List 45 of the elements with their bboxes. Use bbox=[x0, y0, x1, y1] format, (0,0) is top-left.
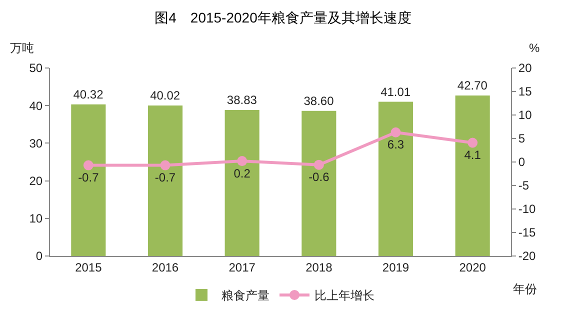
y-axis-title: 万吨 bbox=[10, 41, 34, 55]
point bbox=[83, 160, 94, 170]
y-tick-label: 20 bbox=[29, 174, 43, 188]
data-label: 4.1 bbox=[464, 148, 482, 162]
y2-tick-label: -20 bbox=[518, 249, 536, 264]
point bbox=[160, 160, 170, 170]
y-tick-label: 10 bbox=[29, 212, 43, 226]
y2-tick-label: -10 bbox=[518, 202, 536, 216]
y2-tick-label: 20 bbox=[518, 61, 532, 76]
x-tick-label: 2019 bbox=[382, 260, 410, 274]
data-label: 42.70 bbox=[457, 78, 488, 92]
x-tick-label: 2017 bbox=[228, 260, 256, 274]
data-label: 40.02 bbox=[150, 88, 180, 103]
data-label: -0.7 bbox=[78, 170, 100, 185]
y2-tick-label: 15 bbox=[518, 84, 532, 99]
x-tick-label: 2016 bbox=[152, 260, 179, 274]
point bbox=[390, 127, 401, 138]
y-tick-label: 40 bbox=[29, 98, 43, 113]
y2-tick-label: 0 bbox=[518, 155, 526, 170]
data-label: 0.2 bbox=[234, 166, 251, 180]
y2-tick-label: 5 bbox=[518, 132, 526, 146]
point bbox=[314, 160, 324, 170]
x-tick-label: 2020 bbox=[459, 260, 486, 274]
legend-label: 比上年增长 bbox=[314, 288, 374, 303]
data-label: -0.7 bbox=[154, 170, 176, 185]
data-label: -0.6 bbox=[308, 170, 330, 184]
chart-title: 图4 2015-2020年粮食产量及其增长速度 bbox=[154, 10, 412, 26]
legend-label: 粮食产量 bbox=[222, 288, 270, 303]
data-label: 38.60 bbox=[304, 94, 334, 108]
y2-axis-title: % bbox=[529, 41, 540, 55]
data-label: 38.83 bbox=[226, 93, 258, 107]
x-tick-label: 2018 bbox=[306, 260, 333, 274]
x-tick-label: 2015 bbox=[75, 260, 102, 274]
y2-tick-label: 10 bbox=[518, 108, 532, 122]
y-tick-label: 0 bbox=[36, 249, 43, 264]
data-label: 41.01 bbox=[380, 84, 411, 99]
y-tick-label: 50 bbox=[29, 61, 43, 76]
x-axis-title: 年份 bbox=[513, 282, 537, 296]
y-tick-label: 30 bbox=[29, 136, 43, 150]
data-label: 6.3 bbox=[387, 138, 404, 152]
y2-tick-label: -5 bbox=[518, 178, 530, 193]
point bbox=[237, 156, 248, 166]
y2-tick-label: -15 bbox=[518, 226, 536, 240]
point bbox=[468, 138, 478, 148]
data-label: 40.32 bbox=[73, 87, 104, 102]
